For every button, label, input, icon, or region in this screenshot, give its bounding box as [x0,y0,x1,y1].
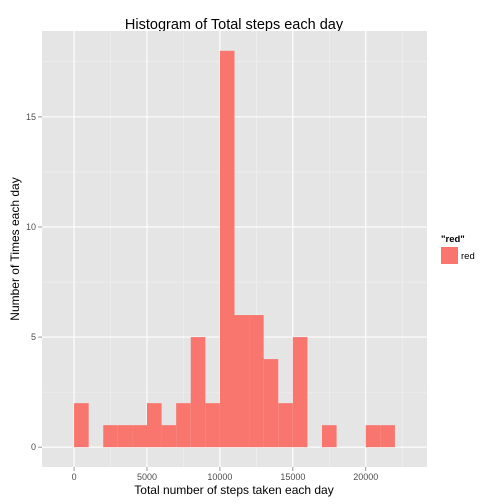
histogram-bar [103,425,118,448]
histogram-bar [117,425,133,448]
legend: "red" red [440,234,475,265]
x-tick-label: 0 [72,472,77,482]
histogram-bar [74,403,89,448]
histogram-bar [147,403,162,448]
y-tick-label: 0 [31,442,36,452]
x-tick-label: 5000 [137,472,157,482]
bars [74,50,395,448]
legend-title: "red" [441,234,465,245]
histogram-bar [205,403,220,448]
y-tick-label: 10 [26,222,36,232]
x-axis-title: Total number of steps taken each day [134,483,333,497]
histogram-bar [365,425,381,448]
histogram-bar [234,315,250,448]
histogram-bar [292,337,308,448]
y-tick-label: 15 [26,112,36,122]
histogram-bar [132,425,147,448]
histogram-bar [322,425,337,448]
x-tick-label: 10000 [207,472,232,482]
legend-swatch [441,247,458,264]
legend-label: red [461,251,475,262]
x-axis-ticks: 0 5000 10000 15000 20000 [72,467,378,482]
histogram-bar [380,425,395,448]
histogram-bar [190,337,206,448]
histogram-bar [161,425,177,448]
histogram-bar [176,403,191,448]
histogram-bar [263,359,279,448]
x-tick-label: 20000 [353,472,378,482]
x-tick-label: 15000 [280,472,305,482]
y-tick-label: 5 [31,332,36,342]
chart-title: Histogram of Total steps each day [125,17,344,33]
histogram-bar [249,315,264,448]
histogram-bar [278,403,293,448]
y-axis-ticks: 0 5 10 15 [26,112,42,452]
histogram-bar [219,50,235,448]
y-axis-title: Number of Times each day [8,177,22,320]
